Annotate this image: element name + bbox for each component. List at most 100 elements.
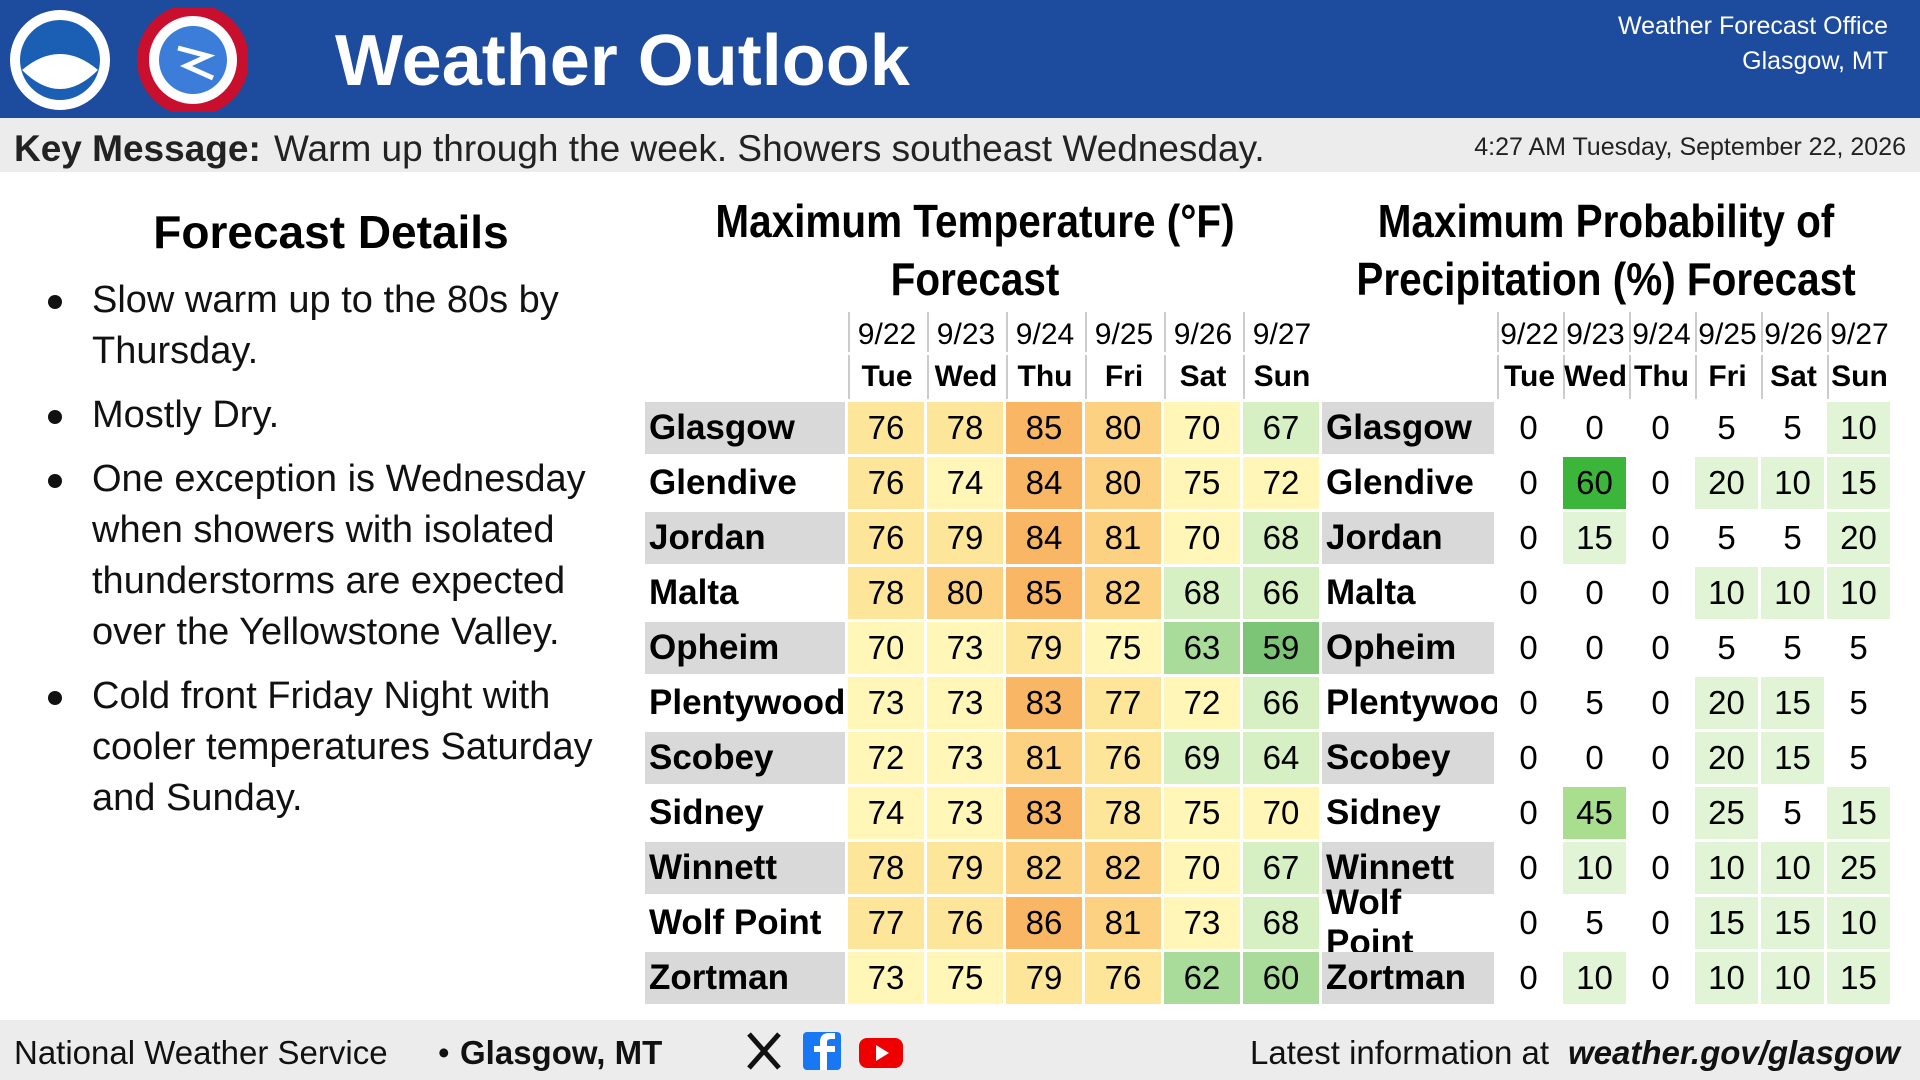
value-cell: 15 (1761, 677, 1824, 729)
value-cell: 73 (927, 732, 1003, 784)
value-cell: 5 (1563, 897, 1626, 949)
value-cell: 20 (1695, 732, 1758, 784)
value-cell: 85 (1006, 567, 1082, 619)
value-cell: 80 (1085, 457, 1161, 509)
bullet: Slow warm up to the 80s by Thursday. (40, 275, 620, 377)
footer-org: National Weather Service (14, 1034, 388, 1071)
value-cell: 0 (1629, 622, 1692, 674)
corner (1322, 312, 1494, 399)
title-line: Precipitation (%) Forecast (1356, 253, 1856, 305)
table-title: Maximum Temperature (°F) Forecast (685, 192, 1266, 308)
value-cell: 69 (1164, 732, 1240, 784)
location: Jordan (645, 512, 845, 564)
value-cell: 67 (1243, 402, 1319, 454)
value-cell: 83 (1006, 787, 1082, 839)
value-cell: 5 (1563, 677, 1626, 729)
day-header: Sun (1243, 355, 1319, 399)
day-header: Wed (927, 355, 1003, 399)
page-title: Weather Outlook (335, 21, 910, 101)
value-cell: 10 (1563, 842, 1626, 894)
value-cell: 80 (927, 567, 1003, 619)
location: Wolf Point (1322, 883, 1494, 962)
day-header: Fri (1085, 355, 1161, 399)
value-cell: 75 (1164, 457, 1240, 509)
value-cell: 75 (927, 952, 1003, 1004)
value-cell: 15 (1827, 952, 1890, 1004)
key-text: Warm up through the week. Showers southe… (274, 128, 1265, 169)
value-cell: 5 (1695, 402, 1758, 454)
value-cell: 77 (848, 897, 924, 949)
value-cell: 70 (1164, 512, 1240, 564)
value-cell: 10 (1563, 952, 1626, 1004)
value-cell: 0 (1497, 622, 1560, 674)
date-header: 9/26 (1164, 312, 1240, 352)
value-cell: 74 (927, 457, 1003, 509)
location: Glendive (645, 457, 845, 509)
date-header: 9/25 (1695, 312, 1758, 352)
value-cell: 83 (1006, 677, 1082, 729)
day-header: Tue (1497, 355, 1560, 399)
value-cell: 76 (848, 402, 924, 454)
precip-table: 9/22 9/23 9/24 9/25 9/26 9/27 Tue Wed Thu Fri Sat S… (1322, 312, 1890, 1004)
value-cell: 78 (848, 842, 924, 894)
value-cell: 10 (1761, 567, 1824, 619)
value-cell: 66 (1243, 677, 1319, 729)
value-cell: 82 (1085, 567, 1161, 619)
value-cell: 10 (1695, 842, 1758, 894)
location: Malta (645, 567, 845, 619)
title-line: Maximum Probability of (1377, 195, 1835, 247)
value-cell: 0 (1497, 897, 1560, 949)
location: Malta (1322, 567, 1494, 619)
table-title: Maximum Probability of Precipitation (%)… (1354, 192, 1857, 308)
date-header: 9/25 (1085, 312, 1161, 352)
value-cell: 5 (1761, 512, 1824, 564)
value-cell: 68 (1243, 512, 1319, 564)
location: Winnett (1322, 842, 1494, 894)
location: Zortman (645, 952, 845, 1004)
value-cell: 72 (1164, 677, 1240, 729)
bullet: Cold front Friday Night with cooler temp… (40, 671, 620, 824)
value-cell: 10 (1761, 952, 1824, 1004)
footer-url[interactable]: weather.gov/glasgow (1568, 1034, 1900, 1071)
value-cell: 0 (1497, 402, 1560, 454)
value-cell: 5 (1695, 512, 1758, 564)
value-cell: 68 (1243, 897, 1319, 949)
value-cell: 15 (1695, 897, 1758, 949)
value-cell: 0 (1563, 732, 1626, 784)
day-header: Fri (1695, 355, 1758, 399)
value-cell: 0 (1629, 952, 1692, 1004)
value-cell: 0 (1497, 512, 1560, 564)
location: Sidney (645, 787, 845, 839)
value-cell: 0 (1629, 512, 1692, 564)
value-cell: 10 (1827, 897, 1890, 949)
title-line: Forecast (890, 253, 1060, 305)
value-cell: 81 (1085, 512, 1161, 564)
value-cell: 0 (1629, 732, 1692, 784)
value-cell: 73 (848, 952, 924, 1004)
value-cell: 78 (1085, 787, 1161, 839)
value-cell: 25 (1695, 787, 1758, 839)
value-cell: 81 (1085, 897, 1161, 949)
footer-office: Glasgow, MT (460, 1034, 663, 1071)
value-cell: 15 (1563, 512, 1626, 564)
value-cell: 66 (1243, 567, 1319, 619)
value-cell: 0 (1497, 952, 1560, 1004)
date-header: 9/27 (1243, 312, 1319, 352)
location: Glasgow (645, 402, 845, 454)
value-cell: 63 (1164, 622, 1240, 674)
value-cell: 0 (1629, 457, 1692, 509)
value-cell: 20 (1827, 512, 1890, 564)
value-cell: 84 (1006, 457, 1082, 509)
location: Jordan (1322, 512, 1494, 564)
value-cell: 5 (1827, 622, 1890, 674)
x-icon[interactable] (747, 1032, 781, 1070)
date-header: 9/22 (1497, 312, 1560, 352)
value-cell: 5 (1695, 622, 1758, 674)
value-cell: 25 (1827, 842, 1890, 894)
value-cell: 0 (1629, 677, 1692, 729)
value-cell: 74 (848, 787, 924, 839)
value-cell: 77 (1085, 677, 1161, 729)
value-cell: 79 (927, 512, 1003, 564)
location: Scobey (1322, 732, 1494, 784)
value-cell: 20 (1695, 457, 1758, 509)
